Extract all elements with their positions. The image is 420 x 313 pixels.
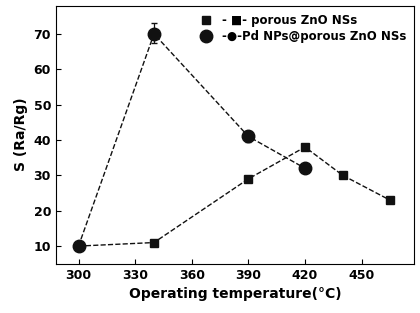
Y-axis label: S (Ra/Rg): S (Ra/Rg) bbox=[14, 98, 28, 172]
-●-Pd NPs@porous ZnO NSs bbox=[246, 135, 251, 138]
- ■- porous ZnO NSs bbox=[152, 241, 157, 244]
-●-Pd NPs@porous ZnO NSs bbox=[76, 244, 81, 248]
-●-Pd NPs@porous ZnO NSs bbox=[152, 32, 157, 36]
Line: -●-Pd NPs@porous ZnO NSs: -●-Pd NPs@porous ZnO NSs bbox=[72, 28, 311, 252]
- ■- porous ZnO NSs bbox=[340, 173, 345, 177]
- ■- porous ZnO NSs bbox=[302, 145, 307, 149]
- ■- porous ZnO NSs bbox=[387, 198, 392, 202]
Line: - ■- porous ZnO NSs: - ■- porous ZnO NSs bbox=[74, 143, 394, 250]
X-axis label: Operating temperature(°C): Operating temperature(°C) bbox=[129, 287, 341, 301]
- ■- porous ZnO NSs bbox=[246, 177, 251, 181]
-●-Pd NPs@porous ZnO NSs bbox=[302, 167, 307, 170]
- ■- porous ZnO NSs bbox=[76, 244, 81, 248]
Legend: - ■- porous ZnO NSs, -●-Pd NPs@porous ZnO NSs: - ■- porous ZnO NSs, -●-Pd NPs@porous Zn… bbox=[194, 12, 409, 46]
